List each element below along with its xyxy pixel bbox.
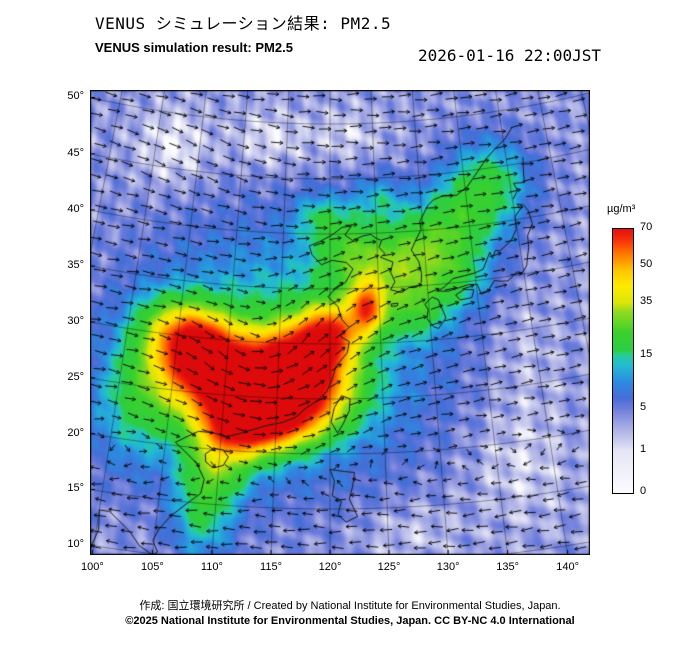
pm25-map-canvas bbox=[90, 90, 590, 555]
y-axis-tick-label: 30° bbox=[67, 314, 84, 327]
x-axis-tick-label: 135° bbox=[496, 561, 519, 573]
colorbar bbox=[612, 228, 634, 494]
x-axis-tick-label: 100° bbox=[80, 561, 104, 573]
colorbar-tick-label: 70 bbox=[640, 221, 653, 233]
colorbar-tick-label: 15 bbox=[640, 347, 653, 360]
y-axis-tick-label: 10° bbox=[67, 538, 84, 551]
y-axis-tick-label: 15° bbox=[67, 482, 84, 495]
colorbar-tick-label: 5 bbox=[640, 400, 647, 413]
colorbar-tick-label: 50 bbox=[640, 257, 653, 270]
x-axis-tick-label: 130° bbox=[436, 561, 460, 573]
attribution-line: 作成: 国立環境研究所 / Created by National Instit… bbox=[139, 600, 561, 612]
x-axis-tick-label: 120° bbox=[318, 561, 342, 573]
y-axis-tick-label: 35° bbox=[67, 259, 84, 272]
y-axis-tick-label: 20° bbox=[67, 426, 84, 439]
colorbar-unit-label: µg/m³ bbox=[607, 203, 636, 215]
timestamp: 2026-01-16 22:00JST bbox=[418, 46, 602, 65]
copyright-license-line: ©2025 National Institute for Environment… bbox=[125, 615, 575, 627]
x-axis-tick-label: 140° bbox=[556, 561, 580, 573]
title-english: VENUS simulation result: PM2.5 bbox=[95, 40, 293, 55]
y-axis-tick-label: 45° bbox=[67, 146, 84, 159]
colorbar-labels: 70 50 35 15 5 1 0 bbox=[640, 221, 674, 497]
colorbar-tick-label: 0 bbox=[640, 485, 647, 497]
title-japanese: VENUS シミュレーション結果: PM2.5 bbox=[95, 14, 392, 33]
colorbar-tick-label: 1 bbox=[640, 442, 647, 455]
y-axis-tick-label: 50° bbox=[67, 90, 84, 103]
x-axis-tick-label: 115° bbox=[260, 561, 282, 573]
map-area: 100° 105° 110° 115° 120° 125° 130° 135° 140° 10° 1… bbox=[67, 90, 590, 573]
colorbar-canvas bbox=[613, 229, 633, 493]
x-axis-tick-label: 125° bbox=[377, 561, 401, 573]
y-axis-tick-label: 40° bbox=[67, 202, 84, 215]
x-axis-tick-label: 105° bbox=[140, 561, 164, 573]
y-axis-tick-label: 25° bbox=[67, 370, 84, 383]
colorbar-tick-label: 35 bbox=[640, 294, 653, 307]
x-axis-tick-label: 110° bbox=[200, 561, 223, 573]
